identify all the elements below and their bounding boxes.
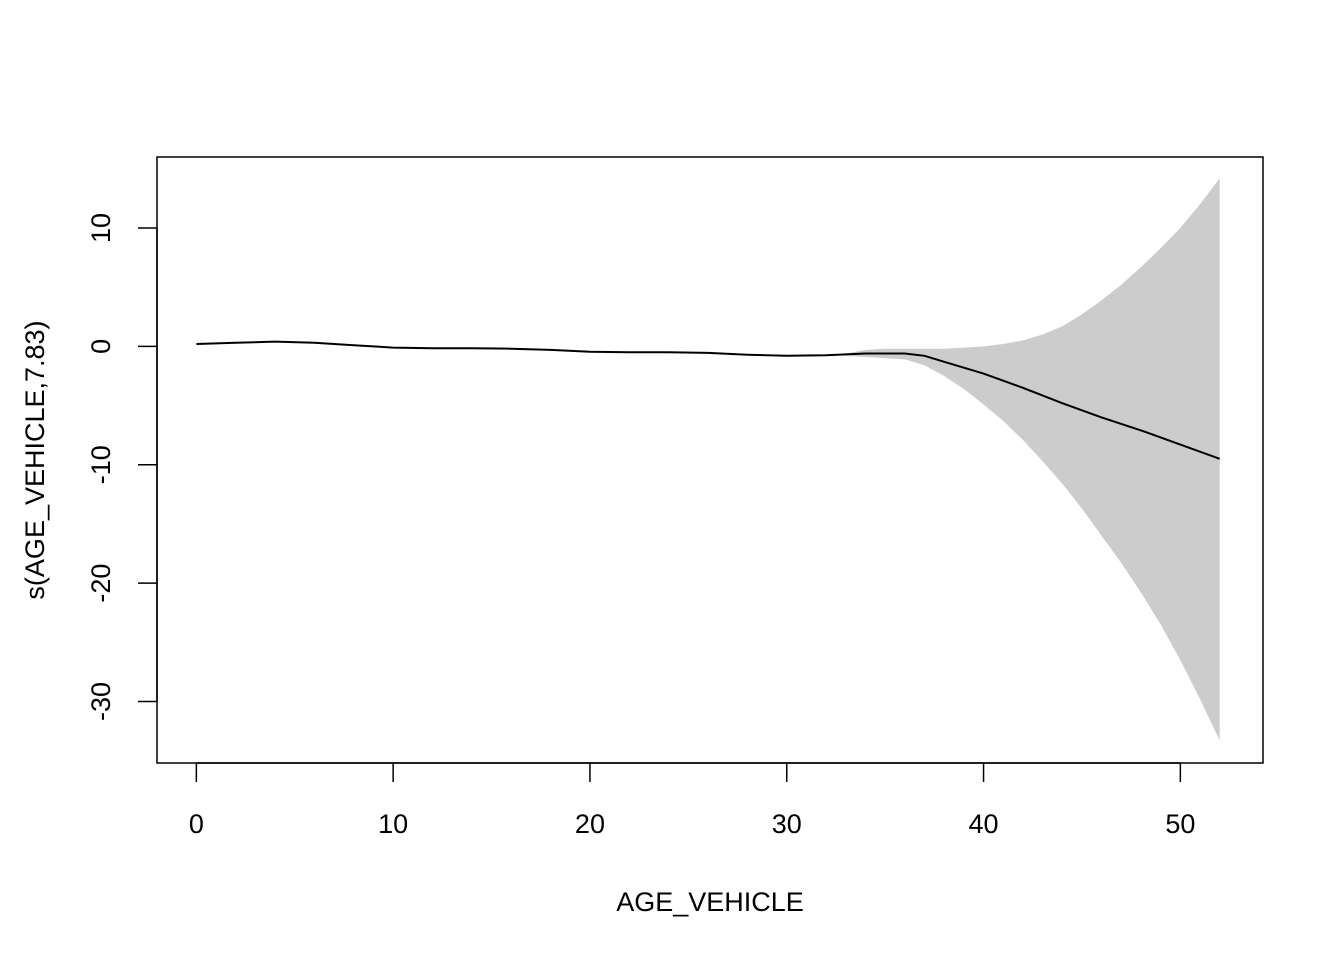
confidence-band-layer xyxy=(845,178,1220,741)
y-tick-label: -10 xyxy=(86,445,116,484)
x-axis: 0 10 20 30 40 50 xyxy=(189,762,1195,839)
x-tick-label: 50 xyxy=(1165,809,1195,839)
y-axis: -30 -20 -10 0 10 xyxy=(86,213,158,721)
confidence-band xyxy=(845,178,1220,741)
x-tick-label: 40 xyxy=(969,809,999,839)
y-axis-title: s(AGE_VEHICLE,7.83) xyxy=(20,320,50,599)
y-tick-label: -30 xyxy=(86,682,116,721)
estimate-line-layer xyxy=(196,340,1221,460)
y-tick-label: 0 xyxy=(86,339,116,354)
x-tick-label: 0 xyxy=(189,809,204,839)
y-tick-label: -20 xyxy=(86,564,116,603)
x-tick-label: 30 xyxy=(772,809,802,839)
estimate-line xyxy=(196,340,1221,460)
x-axis-title: AGE_VEHICLE xyxy=(616,887,804,917)
y-tick-label: 10 xyxy=(86,213,116,243)
x-tick-label: 10 xyxy=(378,809,408,839)
x-tick-label: 20 xyxy=(575,809,605,839)
